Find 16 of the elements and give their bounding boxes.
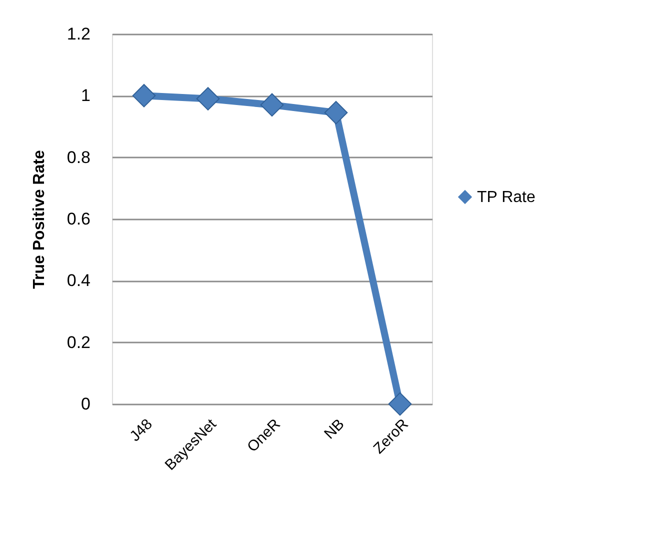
x-tick-label: J48 <box>126 416 156 445</box>
point <box>260 93 284 117</box>
point <box>388 392 412 416</box>
y-tick-label: 0.6 <box>66 210 90 228</box>
y-tick-label: 0.2 <box>66 332 90 352</box>
point <box>132 84 156 108</box>
point <box>324 100 348 124</box>
y-tick-label: 1.2 <box>66 24 90 44</box>
y-tick-label: 0.4 <box>66 271 90 290</box>
point <box>196 87 220 110</box>
legend-label: TP Rate <box>477 189 536 206</box>
y-tick-label: 1 <box>81 86 90 106</box>
y-axis-title: True Positive Rate <box>30 150 48 289</box>
y-tick-label: 0.8 <box>66 148 90 167</box>
y-tick-label: 0 <box>81 394 90 414</box>
x-tick-label: NB <box>321 416 348 443</box>
